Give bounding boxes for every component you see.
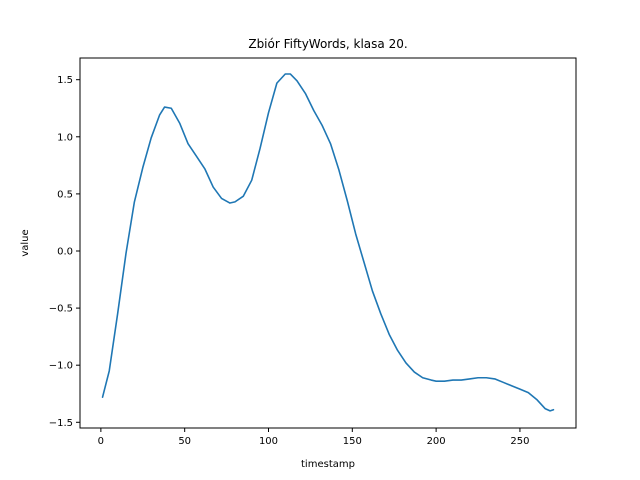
x-tick-label: 200	[427, 436, 446, 447]
y-tick-label: 1.5	[57, 75, 73, 86]
y-tick-label: 0.5	[57, 189, 73, 200]
x-tick-label: 0	[98, 436, 104, 447]
chart-title: Zbiór FiftyWords, klasa 20.	[248, 37, 407, 51]
y-axis-ticks: −1.5 −1.0 −0.5 0.0 0.5 1.0 1.5	[49, 75, 80, 429]
y-tick-label: −0.5	[49, 304, 73, 315]
y-axis-label: value	[20, 229, 31, 256]
x-tick-label: 150	[343, 436, 362, 447]
y-tick-label: −1.5	[49, 418, 73, 429]
y-tick-label: 1.0	[57, 132, 73, 143]
x-tick-label: 50	[178, 436, 191, 447]
plot-area-frame	[79, 57, 577, 429]
x-axis-ticks: 0 50 100 150 200 250	[98, 428, 529, 447]
x-tick-label: 250	[510, 436, 529, 447]
y-tick-label: −1.0	[49, 361, 73, 372]
y-tick-label: 0.0	[57, 246, 73, 257]
x-tick-label: 100	[259, 436, 278, 447]
series-layer	[101, 73, 555, 412]
series-line-0	[101, 73, 555, 412]
x-axis-label: timestamp	[301, 459, 355, 470]
